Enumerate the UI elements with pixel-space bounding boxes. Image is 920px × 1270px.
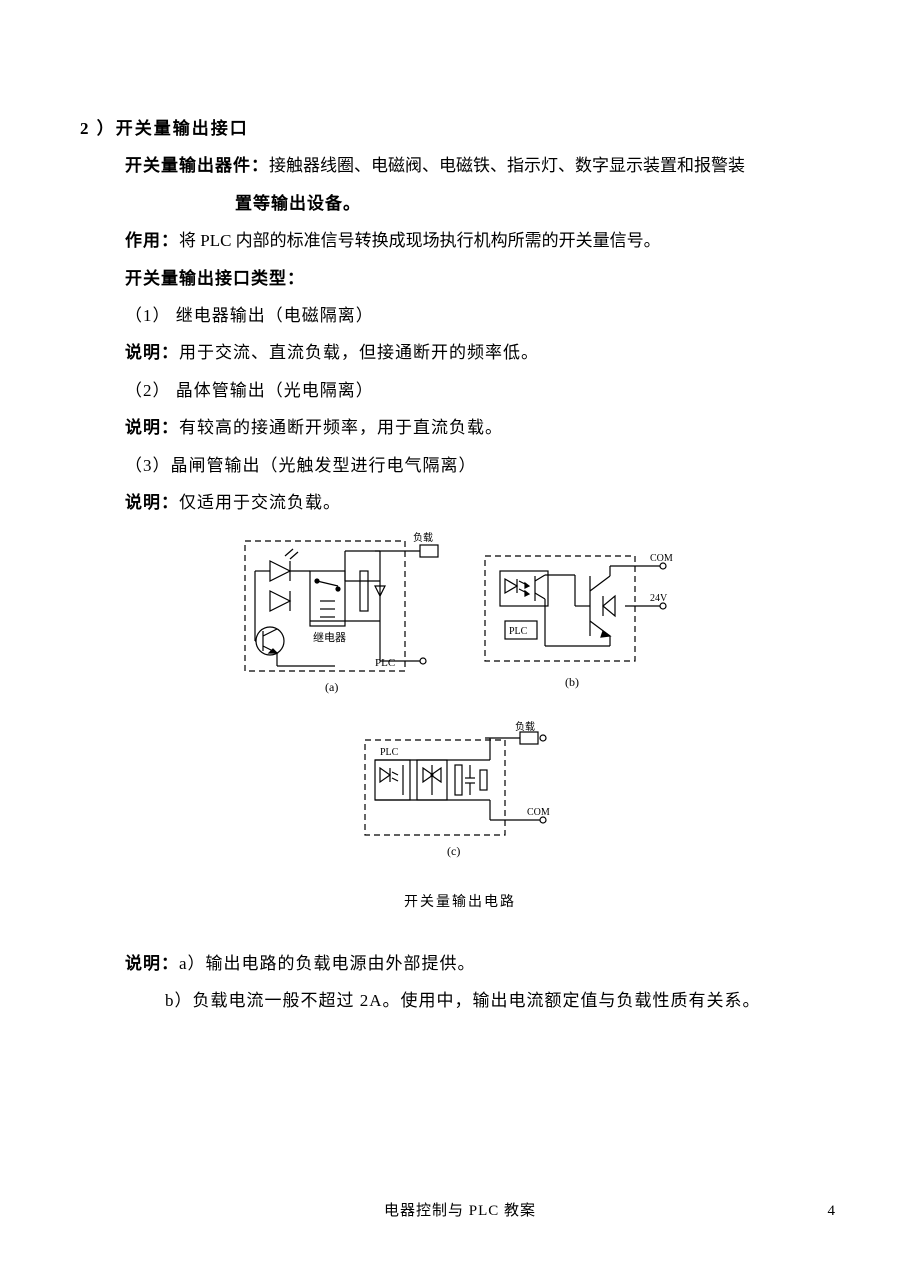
svg-text:PLC: PLC [380, 747, 399, 758]
type-1: （1） 继电器输出（电磁隔离） [80, 297, 840, 334]
type-3-note-label: 说明： [125, 493, 179, 512]
svg-text:COM: COM [650, 553, 673, 564]
diagram-caption: 开关量输出电路 [80, 888, 840, 919]
devices-text-2: 置等输出设备。 [235, 194, 361, 213]
type-3: （3）晶闸管输出（光触发型进行电气隔离） [80, 447, 840, 484]
diagram-area: 负载 [80, 531, 840, 919]
svg-text:(c): (c) [447, 844, 460, 858]
type-3-note: 说明：仅适用于交流负载。 [80, 484, 840, 521]
purpose-line: 作用：将 PLC 内部的标准信号转换成现场执行机构所需的开关量信号。 [80, 222, 840, 259]
final-note-a: a）输出电路的负载电源由外部提供。 [179, 954, 476, 973]
type-2-note: 说明：有较高的接通断开频率，用于直流负载。 [80, 409, 840, 446]
type-2-note-label: 说明： [125, 418, 179, 437]
svg-text:负载: 负载 [413, 531, 433, 544]
diagram-c-svg: 负载 PLC [355, 720, 565, 870]
diagram-a-svg: 负载 [235, 531, 445, 701]
diagram-row-top: 负载 [80, 531, 840, 714]
svg-text:PLC: PLC [509, 626, 528, 637]
final-note-line-b: b）负载电流一般不超过 2A。使用中，输出电流额定值与负载性质有关系。 [80, 982, 840, 1019]
types-heading: 开关量输出接口类型： [80, 260, 840, 297]
diagram-b-svg: COM 24V PLC (b) [475, 531, 685, 701]
type-1-note: 说明：用于交流、直流负载，但接通断开的频率低。 [80, 334, 840, 371]
purpose-text: 将 PLC 内部的标准信号转换成现场执行机构所需的开关量信号。 [179, 231, 661, 250]
footer-text: 电器控制与 PLC 教案 [0, 1195, 920, 1228]
type-2-note-text: 有较高的接通断开频率，用于直流负载。 [179, 418, 503, 437]
type-2: （2） 晶体管输出（光电隔离） [80, 372, 840, 409]
diagram-c: 负载 PLC [355, 720, 565, 883]
section-heading: 2 ）开关量输出接口 [80, 110, 840, 147]
svg-text:(b): (b) [565, 675, 579, 689]
svg-text:(a): (a) [325, 680, 338, 694]
svg-text:PLC: PLC [375, 657, 395, 669]
diagram-row-bottom: 负载 PLC [80, 720, 840, 883]
devices-line-1: 开关量输出器件：接触器线圈、电磁阀、电磁铁、指示灯、数字显示装置和报警装 [80, 147, 840, 184]
type-1-note-label: 说明： [125, 343, 179, 362]
svg-text:继电器: 继电器 [313, 631, 346, 644]
svg-text:24V: 24V [650, 593, 668, 604]
purpose-label: 作用： [125, 231, 179, 250]
types-label: 开关量输出接口类型： [125, 269, 305, 288]
type-1-note-text: 用于交流、直流负载，但接通断开的频率低。 [179, 343, 539, 362]
devices-line-2: 置等输出设备。 [80, 185, 840, 222]
final-note-line-a: 说明：a）输出电路的负载电源由外部提供。 [80, 945, 840, 982]
diagram-a: 负载 [235, 531, 445, 714]
devices-label: 开关量输出器件： [125, 156, 269, 175]
page-number: 4 [828, 1195, 836, 1228]
diagram-b: COM 24V PLC (b) [475, 531, 685, 714]
svg-text:COM: COM [527, 807, 550, 818]
svg-text:负载: 负载 [515, 720, 535, 733]
type-3-note-text: 仅适用于交流负载。 [179, 493, 341, 512]
final-note-label: 说明： [125, 954, 179, 973]
devices-text-1: 接触器线圈、电磁阀、电磁铁、指示灯、数字显示装置和报警装 [269, 156, 745, 175]
final-note-b: b）负载电流一般不超过 2A。使用中，输出电流额定值与负载性质有关系。 [165, 991, 761, 1010]
